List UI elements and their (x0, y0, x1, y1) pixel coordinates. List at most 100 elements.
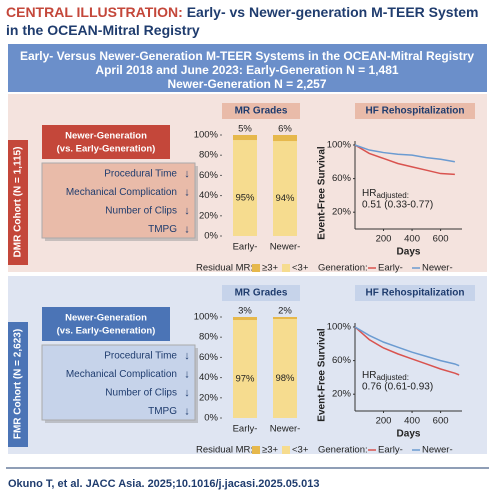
y-tick-label: 40% (199, 190, 219, 201)
title-text: Early- vs Newer-generation M-TEER System… (6, 4, 479, 38)
x-tick-label: 200 (376, 416, 392, 427)
comparison-text: (vs. Early-Generation) (57, 326, 156, 337)
chart-tab (355, 103, 475, 119)
chart-title: HF Rehospitalization (366, 288, 465, 299)
y-tick-label: 60% (332, 355, 352, 366)
legend-swatch (252, 264, 260, 272)
x-tick-label: 400 (404, 234, 420, 245)
summary-box (8, 44, 487, 92)
outcome-arrow: ↓ (184, 387, 190, 399)
hr-annotation: HRadjusted: (362, 188, 409, 200)
outcome-label: Number of Clips (105, 206, 177, 217)
cohort-label: FMR Cohort (N = 2,623) (13, 329, 24, 439)
comparison-box (42, 125, 170, 159)
x-tick-label: 400 (404, 416, 420, 427)
y-tick-label: 60% (199, 352, 219, 363)
hr-value: 0.76 (0.61-0.93) (362, 382, 433, 393)
y-tick-label: 20% (332, 207, 352, 218)
outcome-arrow: ↓ (184, 350, 190, 362)
y-tick-label: 40% (199, 372, 219, 383)
summary-line: April 2018 and June 2023: Early-Generati… (95, 63, 398, 77)
bar-segment (233, 317, 257, 321)
value-label: 94% (275, 193, 295, 204)
bar-segment (233, 135, 257, 141)
value-label: 5% (238, 124, 252, 135)
survival-curve (354, 326, 460, 367)
chart-title: HF Rehospitalization (366, 106, 465, 117)
x-axis-label: Days (397, 429, 421, 440)
outcome-label: Mechanical Complication (66, 369, 177, 380)
hr-subscript: adjusted: (376, 191, 408, 200)
legend-swatch (252, 446, 260, 454)
legend-swatch (282, 446, 290, 454)
hr-text: HR (362, 370, 376, 381)
title: CENTRAL ILLUSTRATION: Early- vs Newer-ge… (6, 3, 488, 39)
outcome-arrow: ↓ (184, 168, 190, 180)
legend-title: Residual MR: (196, 445, 253, 456)
bar-segment (273, 141, 297, 236)
cohort-band (8, 140, 28, 265)
y-tick-label: 0% (204, 413, 218, 424)
hr-text: HR (362, 188, 376, 199)
legend-label: ≥3+ (262, 263, 278, 274)
hr-annotation: HRadjusted: (362, 370, 409, 382)
summary-line: Early- Versus Newer-Generation M-TEER Sy… (20, 49, 474, 63)
x-tick-label: Newer- (270, 242, 301, 253)
citation: Okuno T, et al. JACC Asia. 2025;10.1016/… (8, 478, 319, 490)
outcome-label: TMPG (148, 406, 177, 417)
bar-segment (273, 317, 297, 320)
bar-segment (233, 320, 257, 418)
legend-label: <3+ (292, 263, 309, 274)
outcome-arrow: ↓ (184, 368, 190, 380)
hr-subscript: adjusted: (376, 373, 408, 382)
value-label: 2% (278, 306, 292, 317)
outcome-label: Number of Clips (105, 388, 177, 399)
legend-title: Generation: (318, 263, 368, 274)
outcome-label: Procedural Time (104, 351, 177, 362)
chart-tab (222, 103, 300, 119)
bar-segment (273, 135, 297, 142)
y-tick-label: 100% (327, 140, 352, 151)
x-tick-label: Newer- (270, 424, 301, 435)
cohort-label: DMR Cohort (N = 1,115) (13, 147, 24, 258)
value-label: 98% (275, 373, 295, 384)
hr-value: 0.51 (0.33-0.77) (362, 200, 433, 211)
x-tick-label: 600 (433, 416, 449, 427)
legend-title: Generation: (318, 445, 368, 456)
comparison-text: Newer-Generation (65, 131, 147, 142)
y-tick-label: 80% (199, 150, 219, 161)
outcome-label: Procedural Time (104, 169, 177, 180)
y-tick-label: 80% (199, 332, 219, 343)
outcome-label: TMPG (148, 224, 177, 235)
y-tick-label: 60% (199, 170, 219, 181)
comparison-text: (vs. Early-Generation) (57, 144, 156, 155)
chart-tab (355, 285, 475, 301)
legend-label: Early- (378, 263, 403, 274)
chart-tab (222, 285, 300, 301)
cohort-band (8, 322, 28, 447)
outcome-box (41, 344, 196, 421)
y-tick-label: 20% (199, 392, 219, 403)
x-tick-label: 200 (376, 234, 392, 245)
comparison-text: Newer-Generation (65, 313, 147, 324)
outcome-label: Mechanical Complication (66, 187, 177, 198)
y-tick-label: 0% (204, 231, 218, 242)
outcome-box (41, 162, 196, 239)
x-axis-label: Days (397, 247, 421, 258)
y-tick-label: 100% (327, 322, 352, 333)
y-axis-label: Event-Free Survival (317, 328, 328, 422)
x-tick-label: Early- (233, 424, 258, 435)
x-tick-label: Early- (233, 242, 258, 253)
y-tick-label: 60% (332, 173, 352, 184)
y-tick-label: 100% (194, 312, 219, 323)
chart-title: MR Grades (235, 288, 288, 299)
title-label: CENTRAL ILLUSTRATION: (6, 4, 183, 20)
y-axis-label: Event-Free Survival (317, 146, 328, 240)
x-tick-label: 600 (433, 234, 449, 245)
legend-label: <3+ (292, 445, 309, 456)
legend-label: ≥3+ (262, 445, 278, 456)
legend-label: Newer- (422, 445, 453, 456)
value-label: 3% (238, 306, 252, 317)
